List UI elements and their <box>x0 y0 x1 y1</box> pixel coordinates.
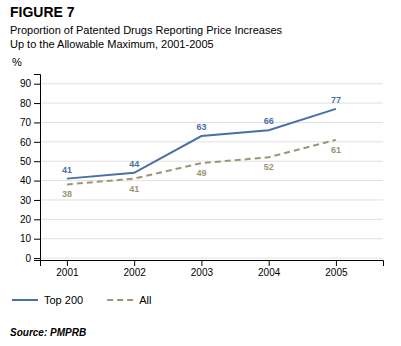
y-tick-mark <box>34 219 40 220</box>
x-tick: 2003 <box>191 260 214 278</box>
x-tick: 2004 <box>258 260 281 278</box>
y-tick: 10 <box>20 233 40 244</box>
y-tick-label: 60 <box>20 137 32 148</box>
x-tick-label: 2004 <box>258 267 281 278</box>
grid-line <box>40 83 383 84</box>
x-axis-line <box>41 261 384 267</box>
grid-line <box>40 161 383 162</box>
y-tick: 70 <box>20 117 40 128</box>
y-tick-label: 20 <box>20 214 32 225</box>
y-tick-mark <box>34 142 40 143</box>
y-tick-label: 50 <box>20 156 32 167</box>
y-tick: 80 <box>20 98 40 109</box>
x-tick-mark <box>201 260 202 266</box>
legend-label: All <box>139 294 151 306</box>
y-tick-mark <box>34 181 40 182</box>
y-tick: 40 <box>20 175 40 186</box>
data-label: 38 <box>62 189 72 199</box>
source: Source: PMPRB <box>10 327 86 338</box>
y-tick-mark <box>34 200 40 201</box>
y-tick: 30 <box>20 195 40 206</box>
grid-line <box>40 258 383 259</box>
x-axis: 2001 2002 2003 2004 2005 <box>41 260 384 278</box>
y-tick-label: 10 <box>20 233 32 244</box>
legend-item: All <box>107 294 151 306</box>
y-axis-line <box>34 75 41 261</box>
data-labels: 41 44 63 66 77 38 41 49 52 61 <box>62 95 341 200</box>
x-tick-label: 2005 <box>325 267 348 278</box>
legend: Top 200 All <box>12 294 151 306</box>
data-label: 49 <box>196 168 206 178</box>
legend-label: Top 200 <box>44 294 83 306</box>
subtitle-line: Proportion of Patented Drugs Reporting P… <box>10 24 283 36</box>
x-tick: 2001 <box>56 260 79 278</box>
x-tick-label: 2003 <box>191 267 214 278</box>
y-axis: 0 10 20 30 40 50 60 70 80 90 <box>20 75 41 264</box>
x-tick: 2002 <box>124 260 147 278</box>
data-label: 66 <box>264 116 274 126</box>
series-line <box>67 140 336 185</box>
grid-line <box>40 199 383 200</box>
grid <box>40 84 383 258</box>
y-tick: 90 <box>20 78 40 89</box>
data-label: 44 <box>129 159 139 169</box>
data-label: 52 <box>264 162 274 172</box>
subtitle-line: Up to the Allowable Maximum, 2001-2005 <box>10 38 214 50</box>
title: FIGURE 7 <box>10 4 75 20</box>
y-tick: 60 <box>20 137 40 148</box>
grid-line <box>40 180 383 181</box>
lines <box>67 109 336 185</box>
y-tick-label: 0 <box>25 253 31 264</box>
y-tick-mark <box>34 122 40 123</box>
x-tick-mark <box>134 260 135 266</box>
x-tick-label: 2002 <box>124 267 147 278</box>
chart-container: FIGURE 7 Proportion of Patented Drugs Rep… <box>0 0 401 346</box>
grid-line <box>40 219 383 220</box>
y-tick-mark <box>34 239 40 240</box>
y-tick: 0 <box>25 253 40 264</box>
y-tick-label: 70 <box>20 117 32 128</box>
grid-line <box>40 141 383 142</box>
legend-swatch <box>107 299 133 301</box>
grid-line <box>40 122 383 123</box>
data-label: 41 <box>129 184 139 194</box>
data-label: 77 <box>331 95 341 105</box>
data-label: 61 <box>331 145 341 155</box>
y-tick: 20 <box>20 214 40 225</box>
data-label: 41 <box>62 165 72 175</box>
grid-line <box>40 238 383 239</box>
subtitle: Proportion of Patented Drugs Reporting P… <box>10 24 283 50</box>
x-tick-mark <box>336 260 337 266</box>
y-tick-label: 90 <box>20 78 32 89</box>
y-tick-mark <box>34 161 40 162</box>
y-tick-mark <box>34 258 40 259</box>
series-line <box>67 109 336 179</box>
y-tick: 50 <box>20 156 40 167</box>
legend-swatch <box>12 299 38 301</box>
y-tick-mark <box>34 103 40 104</box>
y-tick-label: 30 <box>20 195 32 206</box>
y-tick-mark <box>34 84 40 85</box>
x-tick-label: 2001 <box>56 267 79 278</box>
y-tick-label: 80 <box>20 98 32 109</box>
chart-svg: FIGURE 7 Proportion of Patented Drugs Rep… <box>0 0 401 346</box>
x-tick-mark <box>67 260 68 266</box>
data-label: 63 <box>196 122 206 132</box>
y-axis-label: % <box>12 56 22 68</box>
legend-item: Top 200 <box>12 294 83 306</box>
y-tick-label: 40 <box>20 175 32 186</box>
x-tick: 2005 <box>325 260 348 278</box>
x-tick-mark <box>269 260 270 266</box>
